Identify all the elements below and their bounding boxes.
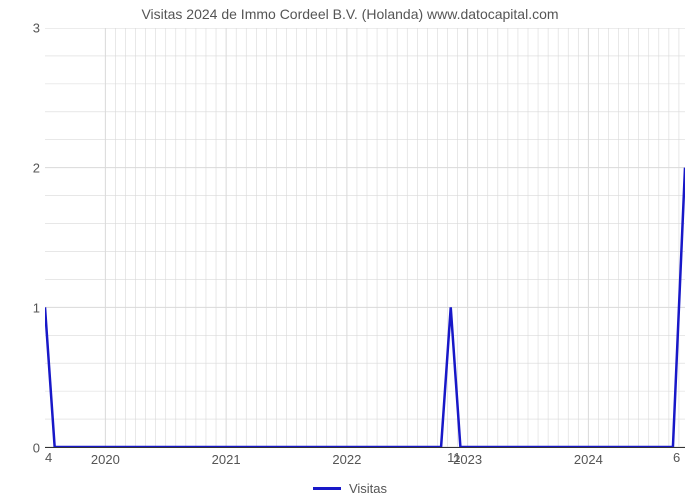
chart-title: Visitas 2024 de Immo Cordeel B.V. (Holan… [0,6,700,22]
data-point-label: 11 [447,450,461,465]
y-tick-label: 3 [10,21,40,36]
y-tick-label: 1 [10,301,40,316]
chart-svg [45,28,685,447]
data-point-label: 4 [45,450,52,465]
plot-area [45,28,685,448]
x-tick-label: 2020 [91,452,120,467]
x-tick-label: 2024 [574,452,603,467]
data-point-label: 6 [673,450,680,465]
y-tick-label: 2 [10,161,40,176]
x-tick-label: 2022 [332,452,361,467]
x-tick-label: 2021 [212,452,241,467]
legend: Visitas [0,481,700,496]
legend-label-visitas: Visitas [349,481,387,496]
y-tick-label: 0 [10,441,40,456]
legend-swatch-visitas [313,487,341,490]
